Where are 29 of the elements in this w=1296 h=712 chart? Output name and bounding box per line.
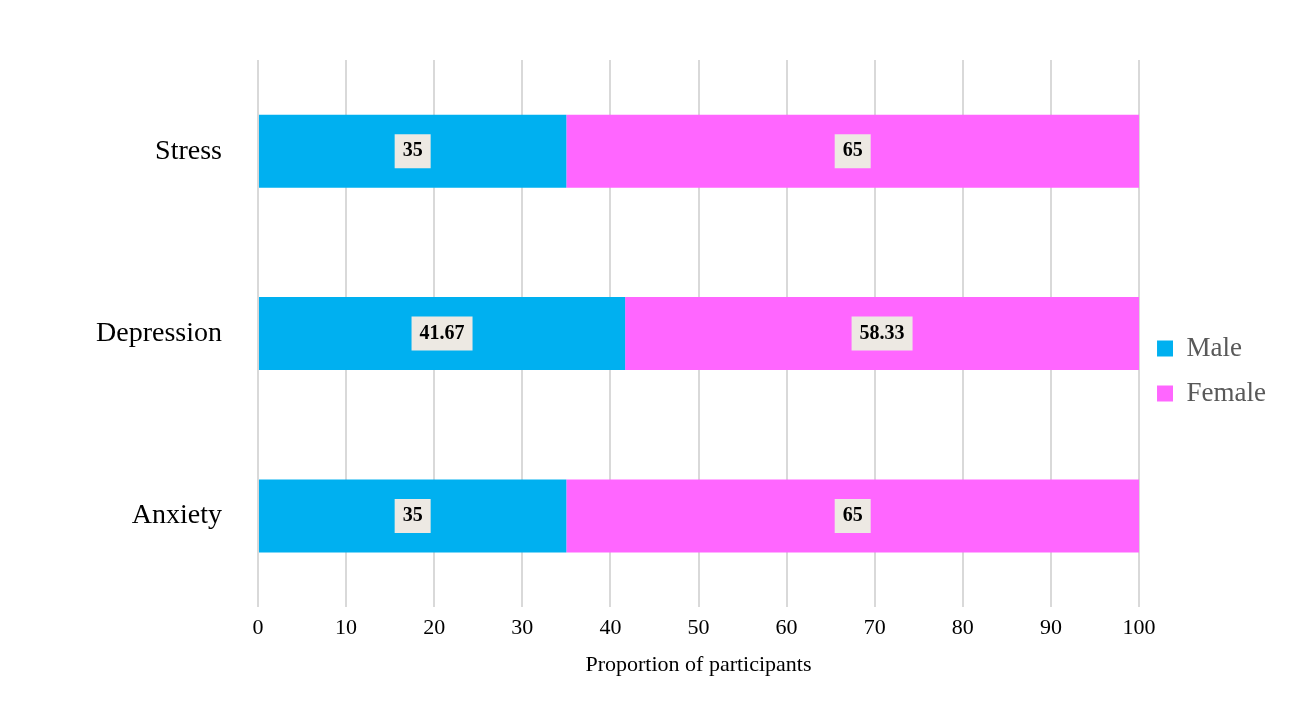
legend-label: Female xyxy=(1186,376,1267,407)
x-tick-label: 40 xyxy=(599,614,622,640)
bar xyxy=(566,479,1140,553)
legend-label: Male xyxy=(1186,331,1243,362)
bar xyxy=(625,297,1140,371)
x-tick-label: 90 xyxy=(1039,614,1062,640)
bar xyxy=(258,114,567,188)
y-tick-label: Stress xyxy=(155,133,222,165)
data-label: 65 xyxy=(842,138,863,161)
x-tick-label: 100 xyxy=(1122,614,1156,640)
x-tick-label: 30 xyxy=(511,614,534,640)
bar xyxy=(566,114,1140,188)
bar xyxy=(258,479,567,553)
x-tick-label: 20 xyxy=(423,614,446,640)
y-tick-label: Depression xyxy=(95,315,222,347)
y-tick-label: Anxiety xyxy=(131,498,222,530)
x-tick-label: 10 xyxy=(335,614,358,640)
bar xyxy=(258,297,626,371)
x-tick-label: 70 xyxy=(863,614,886,640)
x-tick-label: 0 xyxy=(252,614,264,640)
data-label: 65 xyxy=(842,503,863,526)
x-axis-title: Proportion of participants xyxy=(585,650,812,676)
data-label: 41.67 xyxy=(419,320,465,343)
data-label: 35 xyxy=(402,503,423,526)
x-tick-label: 50 xyxy=(687,614,710,640)
data-label: 35 xyxy=(402,138,423,161)
data-label: 58.33 xyxy=(859,320,905,343)
x-tick-label: 80 xyxy=(951,614,974,640)
x-tick-label: 60 xyxy=(775,614,798,640)
